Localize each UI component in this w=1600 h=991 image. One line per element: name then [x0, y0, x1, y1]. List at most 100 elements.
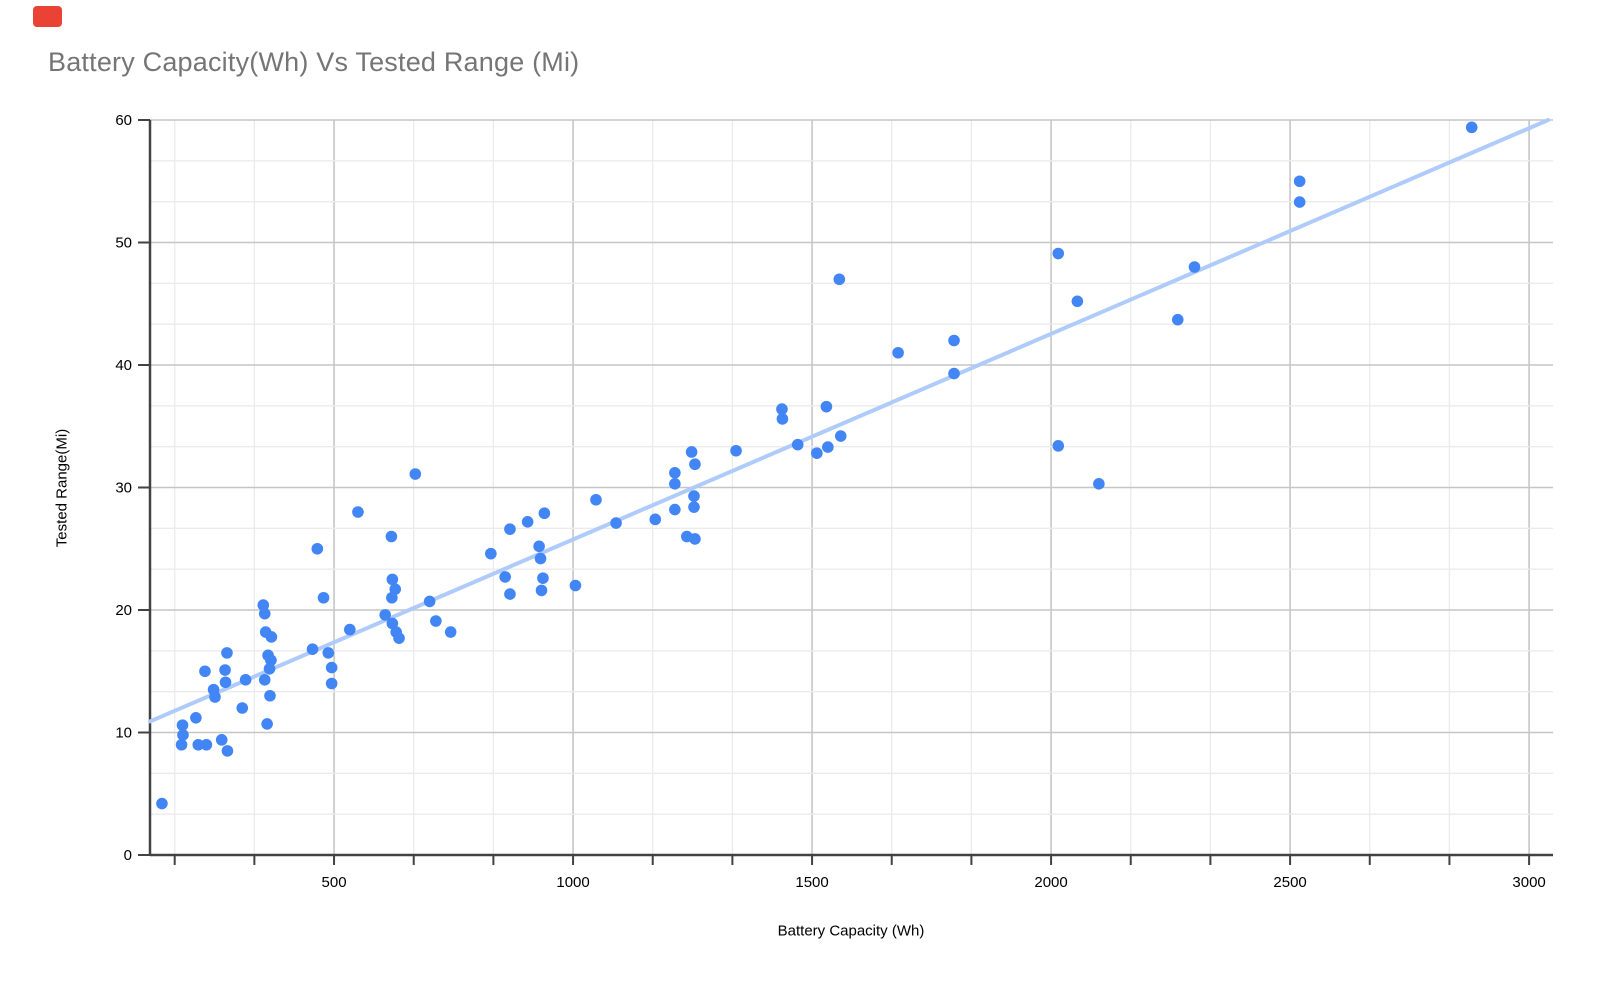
data-point[interactable] [1465, 121, 1478, 134]
trend-line[interactable] [148, 118, 1551, 724]
data-point[interactable] [685, 446, 698, 458]
data-point[interactable] [820, 400, 833, 413]
x-tick-label: 3000 [1512, 874, 1545, 891]
x-axis-title: Battery Capacity (Wh) [777, 922, 925, 940]
data-point[interactable] [311, 542, 324, 555]
data-point[interactable] [504, 588, 516, 600]
data-point[interactable] [236, 702, 249, 714]
data-point[interactable] [239, 674, 252, 686]
data-point[interactable] [385, 530, 398, 543]
data-point[interactable] [265, 631, 278, 643]
data-point[interactable] [325, 661, 338, 674]
data-point[interactable] [669, 467, 681, 479]
data-point[interactable] [534, 552, 547, 565]
x-tick-label: 500 [322, 874, 347, 891]
y-axis-title: Tested Range(Mi) [53, 428, 71, 548]
data-point[interactable] [590, 493, 602, 506]
data-point[interactable] [221, 647, 233, 659]
data-point[interactable] [834, 430, 847, 442]
data-point[interactable] [689, 533, 701, 545]
data-point[interactable] [538, 507, 551, 520]
data-point[interactable] [352, 506, 364, 518]
data-point[interactable] [221, 745, 234, 757]
data-point[interactable] [669, 503, 681, 516]
y-tick-label: 0 [124, 847, 132, 864]
data-point[interactable] [776, 403, 788, 415]
data-point[interactable] [386, 591, 398, 604]
data-point[interactable] [219, 676, 232, 689]
data-point[interactable] [610, 517, 622, 529]
x-tick-label: 1500 [795, 874, 828, 891]
data-point[interactable] [535, 584, 548, 597]
data-point[interactable] [219, 664, 231, 676]
data-point[interactable] [265, 654, 277, 667]
data-point[interactable] [1052, 440, 1065, 452]
data-point[interactable] [1293, 175, 1306, 188]
data-point[interactable] [177, 729, 189, 741]
data-point[interactable] [322, 647, 335, 659]
data-point[interactable] [649, 513, 662, 526]
data-point[interactable] [258, 607, 271, 620]
data-point[interactable] [1171, 313, 1184, 326]
data-point[interactable] [521, 516, 534, 528]
y-tick-label: 40 [115, 357, 132, 374]
data-point[interactable] [430, 615, 442, 627]
data-point[interactable] [1093, 478, 1105, 490]
data-point[interactable] [444, 626, 457, 638]
data-point[interactable] [537, 572, 549, 584]
chart-title: Battery Capacity(Wh) Vs Tested Range (Mi… [48, 47, 580, 77]
x-tick-label: 2000 [1034, 874, 1067, 891]
data-point[interactable] [504, 523, 516, 535]
data-point[interactable] [190, 712, 202, 724]
data-point[interactable] [1293, 196, 1306, 208]
data-point[interactable] [306, 643, 319, 655]
data-point[interactable] [176, 719, 189, 731]
data-point[interactable] [485, 547, 497, 560]
data-point[interactable] [1188, 261, 1201, 273]
data-point[interactable] [344, 623, 356, 636]
data-point[interactable] [192, 738, 205, 751]
data-point[interactable] [175, 738, 188, 751]
x-tick-label: 2500 [1273, 874, 1306, 891]
data-point[interactable] [833, 273, 846, 286]
data-point[interactable] [822, 441, 834, 453]
y-tick-label: 60 [115, 112, 132, 129]
data-point[interactable] [688, 501, 700, 513]
data-point[interactable] [730, 444, 742, 457]
data-point[interactable] [215, 734, 228, 746]
y-tick-label: 30 [115, 480, 132, 497]
data-point[interactable] [257, 599, 270, 611]
data-point[interactable] [261, 718, 273, 730]
data-point[interactable] [533, 540, 545, 553]
data-point[interactable] [892, 346, 904, 359]
data-point[interactable] [423, 595, 436, 608]
data-point[interactable] [393, 632, 405, 644]
data-point[interactable] [791, 438, 804, 451]
y-tick-label: 50 [115, 235, 132, 252]
data-point[interactable] [156, 797, 168, 810]
data-point[interactable] [776, 413, 789, 425]
data-point[interactable] [379, 609, 391, 621]
data-point[interactable] [409, 468, 422, 480]
data-point[interactable] [669, 478, 681, 490]
data-point[interactable] [317, 591, 330, 604]
data-point[interactable] [325, 677, 338, 690]
data-point[interactable] [499, 571, 511, 583]
data-point[interactable] [948, 334, 960, 347]
data-point[interactable] [386, 573, 399, 586]
data-point[interactable] [263, 663, 276, 675]
data-point[interactable] [199, 665, 211, 678]
data-point[interactable] [569, 579, 582, 592]
data-point[interactable] [689, 458, 701, 471]
data-point[interactable] [1052, 247, 1065, 260]
data-point[interactable] [688, 490, 700, 502]
data-point[interactable] [948, 367, 960, 380]
data-point[interactable] [258, 674, 271, 686]
data-point[interactable] [811, 447, 823, 460]
data-point[interactable] [209, 691, 221, 703]
data-point[interactable] [200, 738, 213, 751]
data-point[interactable] [1071, 295, 1084, 308]
data-point[interactable] [264, 689, 276, 702]
